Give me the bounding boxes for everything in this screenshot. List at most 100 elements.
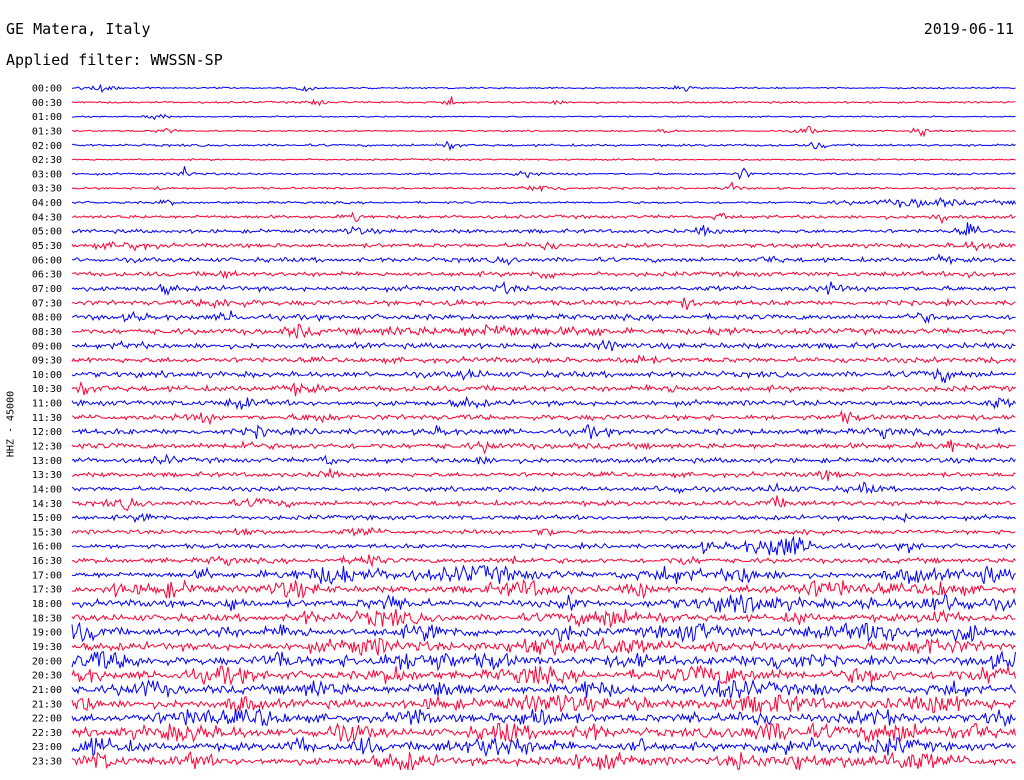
trace-10:00	[71, 367, 1016, 384]
trace-01:00	[72, 113, 1016, 121]
time-label: 05:30	[32, 241, 62, 252]
trace-22:00	[71, 707, 1016, 728]
trace-21:00	[71, 678, 1016, 699]
trace-12:30	[71, 439, 1016, 455]
time-label: 13:30	[32, 470, 62, 481]
time-label: 06:00	[32, 255, 62, 266]
trace-05:00	[71, 222, 1016, 238]
time-label: 09:30	[32, 356, 62, 367]
time-label: 06:30	[32, 270, 62, 281]
time-label: 23:30	[32, 757, 62, 768]
trace-22:30	[71, 721, 1016, 744]
trace-16:30	[71, 554, 1016, 568]
time-label: 01:00	[32, 112, 62, 123]
time-label: 14:30	[32, 499, 62, 510]
time-label: 02:00	[32, 141, 62, 152]
time-label: 13:00	[32, 456, 62, 467]
trace-02:00	[71, 140, 1016, 152]
time-label: 12:00	[32, 427, 62, 438]
time-label: 18:30	[32, 613, 62, 624]
time-label: 09:00	[32, 341, 62, 352]
time-label: 10:30	[32, 384, 62, 395]
time-label: 05:00	[32, 227, 62, 238]
time-label: 20:30	[32, 671, 62, 682]
trace-17:30	[71, 579, 1016, 600]
time-label: 11:30	[32, 413, 62, 424]
time-label: 18:00	[32, 599, 62, 610]
seismogram-traces	[71, 83, 1016, 771]
trace-03:00	[71, 166, 1016, 180]
trace-20:30	[71, 664, 1016, 686]
time-label: 12:30	[32, 442, 62, 453]
trace-15:30	[71, 526, 1016, 537]
time-label: 20:00	[32, 656, 62, 667]
filter-label: Applied filter: WWSSN-SP	[6, 51, 223, 69]
time-label: 07:30	[32, 298, 62, 309]
trace-10:30	[71, 380, 1016, 397]
time-label: 01:30	[32, 127, 62, 138]
trace-12:00	[71, 423, 1016, 440]
time-label: 15:30	[32, 527, 62, 538]
time-label: 22:00	[32, 714, 62, 725]
trace-09:30	[71, 353, 1016, 366]
trace-17:00	[72, 564, 1016, 585]
time-label: 08:00	[32, 313, 62, 324]
time-tick-labels: 00:00 00:30 01:00 01:30 02:00 02:30 03:00 03:30…	[32, 84, 62, 768]
time-label: 04:00	[32, 198, 62, 209]
trace-23:30	[71, 751, 1016, 771]
time-label: 16:30	[32, 556, 62, 567]
time-label: 04:30	[32, 212, 62, 223]
trace-15:00	[71, 512, 1016, 524]
time-label: 10:00	[32, 370, 62, 381]
trace-20:00	[71, 649, 1016, 672]
time-label: 22:30	[32, 728, 62, 739]
trace-01:30	[71, 125, 1016, 138]
trace-11:00	[71, 395, 1016, 411]
trace-00:00	[71, 83, 1016, 94]
trace-23:00	[71, 735, 1016, 758]
trace-09:00	[72, 339, 1016, 352]
time-label: 03:30	[32, 184, 62, 195]
trace-00:30	[71, 96, 1016, 107]
trace-14:30	[71, 495, 1016, 512]
date-label: 2019-06-11	[923, 20, 1014, 38]
time-label: 00:30	[32, 98, 62, 109]
trace-19:30	[71, 636, 1016, 657]
time-label: 16:00	[32, 542, 62, 553]
trace-07:00	[71, 280, 1016, 296]
time-label: 15:00	[32, 513, 62, 524]
trace-13:00	[71, 453, 1016, 466]
station-title: GE Matera, Italy	[6, 20, 151, 38]
time-label: 19:00	[32, 628, 62, 639]
trace-03:30	[71, 181, 1016, 193]
trace-18:00	[71, 593, 1016, 614]
time-label: 08:30	[32, 327, 62, 338]
trace-07:30	[71, 297, 1016, 311]
trace-06:30	[71, 269, 1016, 280]
trace-02:30	[71, 158, 1016, 162]
trace-04:00	[71, 196, 1016, 208]
trace-21:30	[71, 694, 1016, 714]
trace-08:00	[71, 310, 1016, 324]
trace-06:00	[71, 253, 1016, 266]
trace-18:30	[71, 608, 1016, 629]
time-label: 07:00	[32, 284, 62, 295]
trace-05:30	[71, 240, 1016, 252]
time-label: 11:00	[32, 399, 62, 410]
trace-08:30	[71, 323, 1016, 339]
trace-11:30	[71, 409, 1016, 426]
time-label: 03:00	[32, 169, 62, 180]
trace-13:30	[71, 468, 1016, 482]
trace-14:00	[71, 481, 1016, 495]
trace-19:00	[71, 621, 1016, 643]
time-label: 21:30	[32, 699, 62, 710]
time-label: 02:30	[32, 155, 62, 166]
time-label: 17:30	[32, 585, 62, 596]
time-label: 21:00	[32, 685, 62, 696]
trace-04:30	[71, 211, 1016, 225]
time-label: 19:30	[32, 642, 62, 653]
trace-16:00	[71, 535, 1016, 556]
time-label: 00:00	[32, 84, 62, 95]
time-label: 17:00	[32, 570, 62, 581]
